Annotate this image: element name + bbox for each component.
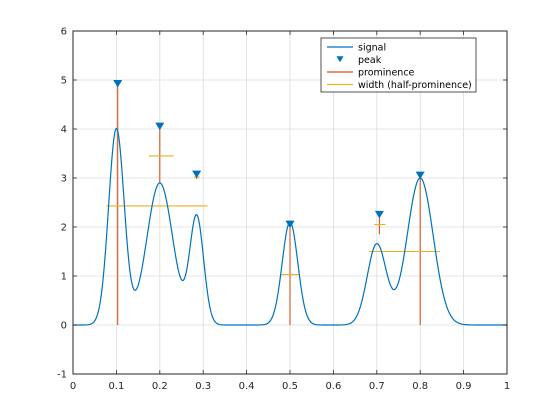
x-tick-label-4: 0.4 xyxy=(239,381,255,392)
x-tick-labels: 0 0.1 0.2 0.3 0.4 0.5 0.6 0.7 0.8 0.9 1 xyxy=(70,381,510,392)
peak-marker-0 xyxy=(113,80,123,88)
x-tick-label-9: 0.9 xyxy=(456,381,472,392)
peak-marker-5 xyxy=(415,171,425,180)
legend-signal-label: signal xyxy=(358,43,386,54)
x-tick-label-10: 1 xyxy=(504,381,510,392)
legend: signal peak prominence width (half-promi… xyxy=(320,37,477,93)
ticks xyxy=(72,30,508,375)
x-tick-label-1: 0.1 xyxy=(108,381,124,392)
y-tick-label-1: 0 xyxy=(61,321,67,332)
x-tick-label-8: 0.8 xyxy=(412,381,428,392)
y-tick-label-2: 1 xyxy=(61,272,67,283)
y-tick-label-7: 6 xyxy=(61,27,67,38)
x-tick-label-0: 0 xyxy=(70,381,76,392)
peak-marker-4 xyxy=(374,210,384,219)
y-tick-labels: -1 0 1 2 3 4 5 6 xyxy=(57,27,67,381)
peak-marker-1 xyxy=(155,122,165,131)
legend-peak-marker xyxy=(336,56,344,63)
y-tick-label-6: 5 xyxy=(61,76,67,87)
y-tick-label-3: 2 xyxy=(61,223,67,234)
x-tick-label-2: 0.2 xyxy=(152,381,168,392)
series-layer xyxy=(73,80,507,326)
legend-width-label: width (half-prominence) xyxy=(358,80,472,91)
y-tick-label-5: 4 xyxy=(61,125,67,136)
peak-marker-2 xyxy=(192,170,202,179)
x-tick-label-6: 0.6 xyxy=(325,381,341,392)
x-tick-label-3: 0.3 xyxy=(195,381,211,392)
legend-peak-label: peak xyxy=(358,55,382,66)
y-tick-label-4: 3 xyxy=(61,174,67,185)
legend-prominence-label: prominence xyxy=(358,68,415,79)
peak-marker-3 xyxy=(285,220,295,229)
x-tick-label-7: 0.7 xyxy=(369,381,385,392)
y-tick-label-0: -1 xyxy=(57,370,67,381)
x-tick-label-5: 0.5 xyxy=(282,381,298,392)
